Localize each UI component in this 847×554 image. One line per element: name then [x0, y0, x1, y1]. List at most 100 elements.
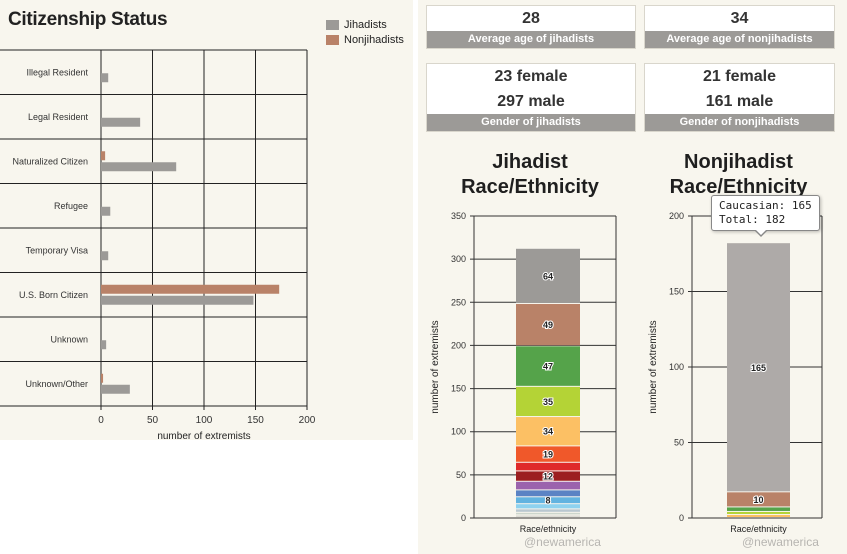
- stack-segment-1: [516, 512, 580, 515]
- x-tick-label: 50: [147, 415, 159, 426]
- bar-nonjihadists-5: [101, 284, 280, 294]
- stat-value-female: 23 female: [494, 68, 568, 85]
- y-axis-label: number of extremists: [430, 320, 441, 413]
- x-category-label: Race/ethnicity: [520, 524, 577, 534]
- bar-nonjihadists-2: [101, 151, 106, 161]
- y-tick-label: 100: [669, 362, 684, 372]
- tooltip-arrow-fill: [755, 229, 767, 235]
- legend-swatch-nonjihadists: [326, 34, 339, 45]
- stack-segment-13: [516, 304, 580, 346]
- stack-segment-0: [516, 515, 580, 517]
- stat-value: 28: [522, 10, 540, 27]
- stack-segment-4: [516, 497, 580, 504]
- stack-segment-4: [727, 243, 790, 492]
- y-tick-label: Unknown: [50, 334, 88, 344]
- stat-avg-age-nonjihadists: 34 Average age of nonjihadists: [644, 5, 835, 49]
- stat-caption: Gender of nonjihadists: [645, 114, 834, 131]
- stack-segment-10: [516, 417, 580, 446]
- bar-jihadists-3: [101, 206, 111, 216]
- y-tick-label: 50: [456, 470, 466, 480]
- stack-segment-2: [516, 509, 580, 512]
- y-tick-label: Refugee: [54, 201, 88, 211]
- bar-jihadists-4: [101, 251, 109, 261]
- stack-segment-6: [516, 481, 580, 490]
- nonjihadist-race-watermark: @newamerica: [742, 535, 819, 549]
- jihadist-race-title-line1: Jihadist: [492, 151, 568, 173]
- stat-caption: Average age of nonjihadists: [645, 31, 834, 48]
- stack-segment-3: [516, 504, 580, 509]
- citizenship-title: Citizenship Status: [8, 9, 168, 30]
- y-tick-label: Legal Resident: [28, 112, 89, 122]
- nonjihadist-race-title-line1: Nonjihadist: [684, 151, 793, 173]
- nonjihadist-race-title: Nonjihadist Race/Ethnicity: [644, 150, 833, 200]
- y-tick-label: 150: [669, 287, 684, 297]
- segment-label: 8: [545, 496, 550, 506]
- stack-segment-0: [727, 514, 790, 517]
- y-tick-label: 50: [674, 438, 684, 448]
- legend-label-jihadists: Jihadists: [344, 18, 387, 31]
- y-tick-label: 100: [451, 427, 466, 437]
- stat-caption: Gender of jihadists: [427, 114, 635, 131]
- y-tick-label: 0: [679, 513, 684, 523]
- citizenship-legend: Jihadists Nonjihadists: [326, 17, 404, 47]
- legend-label-nonjihadists: Nonjihadists: [344, 33, 404, 46]
- stat-value-female: 21 female: [703, 68, 776, 85]
- bar-nonjihadists-7: [101, 373, 104, 383]
- jihadist-race-title-line2: Race/Ethnicity: [461, 176, 599, 198]
- bar-jihadists-2: [101, 162, 177, 172]
- jihadist-race-title: Jihadist Race/Ethnicity: [426, 150, 634, 200]
- legend-swatch-jihadists: [326, 19, 339, 30]
- stack-segment-5: [516, 490, 580, 497]
- stack-segment-2: [727, 507, 790, 511]
- y-tick-label: Naturalized Citizen: [12, 156, 88, 166]
- segment-label: 12: [543, 472, 553, 482]
- x-tick-label: 200: [299, 415, 316, 426]
- bar-jihadists-5: [101, 295, 254, 305]
- stack-segment-9: [516, 446, 580, 462]
- y-tick-label: Temporary Visa: [26, 245, 88, 255]
- stack-segment-3: [727, 492, 790, 507]
- legend-item-jihadists[interactable]: Jihadists: [326, 17, 404, 32]
- segment-label: 165: [751, 363, 766, 373]
- bar-jihadists-7: [101, 384, 130, 394]
- stack-segment-11: [516, 386, 580, 417]
- nonjihadist-race-title-line2: Race/Ethnicity: [669, 176, 808, 198]
- stat-avg-age-jihadists: 28 Average age of jihadists: [426, 5, 636, 49]
- y-tick-label: 0: [461, 513, 466, 523]
- segment-label: 64: [543, 271, 553, 281]
- tooltip-line2: Total: 182: [719, 213, 786, 226]
- segment-label: 47: [543, 362, 553, 372]
- stack-segment-14: [516, 248, 580, 304]
- bar-jihadists-1: [101, 117, 141, 127]
- stack-segment-8: [516, 462, 580, 471]
- stack-segment-7: [516, 471, 580, 481]
- segment-label: 10: [753, 495, 763, 505]
- y-tick-label: Illegal Resident: [26, 67, 88, 77]
- stat-gender-jihadists: 23 female 297 male Gender of jihadists: [426, 63, 636, 132]
- x-axis-label: number of extremists: [157, 431, 250, 440]
- y-tick-label: 300: [451, 254, 466, 264]
- y-tick-label: 350: [451, 211, 466, 221]
- y-tick-label: 200: [669, 211, 684, 221]
- x-tick-label: 150: [247, 415, 264, 426]
- y-tick-label: U.S. Born Citizen: [19, 290, 88, 300]
- y-tick-label: 250: [451, 297, 466, 307]
- jihadist-race-chart: 0 50 100 150 200 250 300 350 8 12 19 34 35 47 49 64 Race…: [430, 211, 617, 534]
- bar-jihadists-0: [101, 73, 109, 83]
- x-category-label: Race/ethnicity: [730, 524, 787, 534]
- x-tick-label: 0: [98, 415, 104, 426]
- stats-panel: 28 Average age of jihadists 34 Average a…: [418, 0, 847, 554]
- y-tick-label: 150: [451, 384, 466, 394]
- jihadist-race-watermark: @newamerica: [524, 535, 601, 549]
- chart-tooltip: Caucasian: 165 Total: 182: [711, 195, 820, 237]
- bar-jihadists-6: [101, 340, 107, 350]
- segment-label: 35: [543, 397, 553, 407]
- stat-caption: Average age of jihadists: [427, 31, 635, 48]
- nonjihadist-race-chart: 0 50 100 150 200 10 165 Race/ethnicity number of…: [648, 211, 823, 534]
- y-axis-label: number of extremists: [648, 320, 659, 413]
- x-tick-label: 100: [196, 415, 213, 426]
- segment-label: 19: [543, 450, 553, 460]
- legend-item-nonjihadists[interactable]: Nonjihadists: [326, 32, 404, 47]
- citizenship-panel: Citizenship Status Jihadists Nonjihadist…: [0, 0, 413, 440]
- citizenship-chart: 0 50 100 150 200 Illegal Resident Legal Reside…: [0, 49, 316, 440]
